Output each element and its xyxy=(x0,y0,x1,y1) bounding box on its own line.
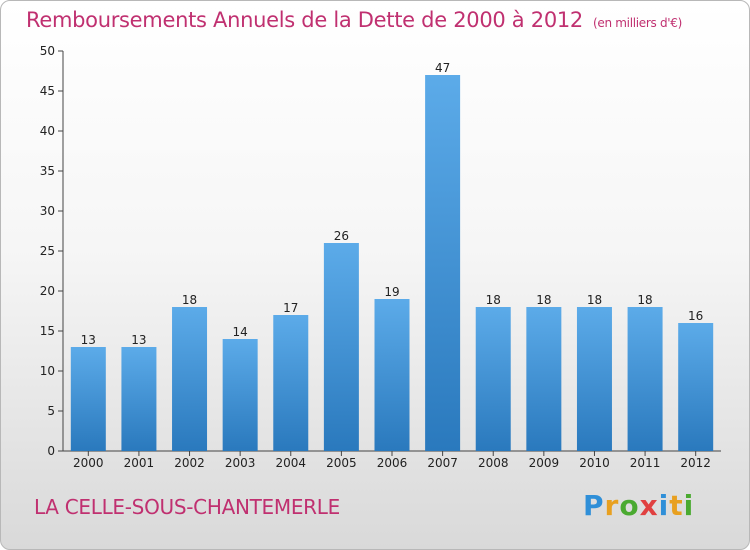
logo-letter: x xyxy=(639,489,659,522)
bar-value-label: 16 xyxy=(688,309,703,323)
logo-letter: o xyxy=(619,489,640,522)
x-tick-label: 2000 xyxy=(73,456,104,470)
chart-title-text: Remboursements Annuels de la Dette de 20… xyxy=(26,8,583,32)
bar xyxy=(323,243,359,451)
bar xyxy=(374,299,410,451)
bar xyxy=(222,339,258,451)
labels: 13 13 18 14 17 26 19 47 18 18 18 18 16 xyxy=(81,61,704,347)
x-tick-label: 2002 xyxy=(174,456,205,470)
y-tick-label: 0 xyxy=(47,444,55,458)
bar-value-label: 18 xyxy=(587,293,602,307)
proxiti-logo: Proxiti xyxy=(583,489,694,522)
x-tick-label: 2007 xyxy=(427,456,458,470)
y-tick-label: 35 xyxy=(40,164,55,178)
x-tick-label: 2005 xyxy=(326,456,357,470)
x-tick-label: 2009 xyxy=(529,456,560,470)
y-tick-label: 30 xyxy=(40,204,55,218)
bar xyxy=(121,347,157,451)
x-tick-label: 2001 xyxy=(124,456,155,470)
y-tick-label: 45 xyxy=(40,84,55,98)
bar xyxy=(526,307,562,451)
bar-value-label: 19 xyxy=(384,285,399,299)
bar xyxy=(425,75,461,451)
x-tick-label: 2003 xyxy=(225,456,256,470)
logo-letter: P xyxy=(583,489,605,522)
x-tick-label: 2011 xyxy=(630,456,661,470)
bar xyxy=(576,307,612,451)
bar-value-label: 26 xyxy=(334,229,349,243)
x-tick-label: 2008 xyxy=(478,456,509,470)
bar xyxy=(475,307,511,451)
x-tick-label: 2004 xyxy=(275,456,306,470)
bar-value-label: 47 xyxy=(435,61,450,75)
bar xyxy=(678,323,714,451)
bar-value-label: 14 xyxy=(233,325,248,339)
y-tick-label: 20 xyxy=(40,284,55,298)
logo-letter: i xyxy=(658,489,670,522)
bar-value-label: 18 xyxy=(182,293,197,307)
chart-unit: (en milliers d'€) xyxy=(593,16,683,30)
y-tick-label: 40 xyxy=(40,124,55,138)
y-tick-label: 50 xyxy=(40,44,55,58)
bar-value-label: 18 xyxy=(637,293,652,307)
chart-title: Remboursements Annuels de la Dette de 20… xyxy=(26,8,682,32)
x-tick-label: 2010 xyxy=(579,456,610,470)
bar-value-label: 13 xyxy=(131,333,146,347)
bar-value-label: 18 xyxy=(536,293,551,307)
bars xyxy=(70,75,714,451)
city-name: LA CELLE-SOUS-CHANTEMERLE xyxy=(34,495,340,519)
logo-letter: i xyxy=(683,489,695,522)
bar-value-label: 18 xyxy=(486,293,501,307)
y-tick-label: 5 xyxy=(47,404,55,418)
axes: 0 5 10 15 20 25 30 35 40 45 50 2000 2001 2002 2003 2004… xyxy=(40,44,721,470)
x-tick-label: 2006 xyxy=(377,456,408,470)
x-tick-label: 2012 xyxy=(680,456,711,470)
bar-value-label: 13 xyxy=(81,333,96,347)
logo-letter: r xyxy=(604,489,620,522)
bar-value-label: 17 xyxy=(283,301,298,315)
y-tick-label: 15 xyxy=(40,324,55,338)
bar xyxy=(172,307,208,451)
bar xyxy=(70,347,106,451)
bar xyxy=(627,307,663,451)
y-tick-label: 10 xyxy=(40,364,55,378)
logo-letter: t xyxy=(669,489,684,522)
y-tick-label: 25 xyxy=(40,244,55,258)
bar xyxy=(273,315,309,451)
